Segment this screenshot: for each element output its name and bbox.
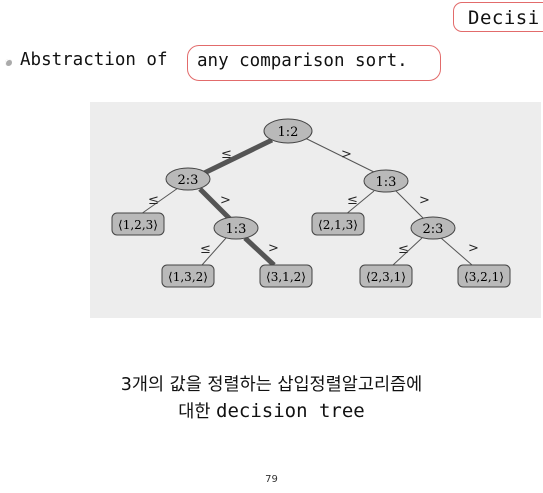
label-le: ≤ [221,147,232,162]
edge-rightright-leaf231 [392,237,423,266]
node-left-label: 2:3 [178,173,199,188]
slide-title-box: Decisi [453,2,543,32]
bullet-icon [5,59,12,66]
label-gt: > [341,147,352,162]
label-gt: > [419,193,430,208]
edge-labels: ≤ > ≤ > ≤ > ≤ > ≤ > [148,147,479,257]
node-right-label: 1:3 [376,175,397,190]
leaf-321: ⟨3,2,1⟩ [457,264,511,288]
leaf-132: ⟨1,3,2⟩ [161,264,215,288]
leaf-213: ⟨2,1,3⟩ [311,212,365,236]
leaf-123: ⟨1,2,3⟩ [111,212,165,236]
edge-root-right [304,137,381,176]
bullet-text: Abstraction of [20,50,168,70]
edge-leftright-leaf312 [243,236,276,267]
caption-line-2-korean: 대한 [178,402,211,422]
bullet-highlight-text: any comparison sort. [197,51,408,71]
node-left: 2:3 [165,167,211,191]
node-left-right: 1:3 [213,216,259,240]
edge-right-leaf213 [344,190,375,216]
node-left-right-label: 1:3 [226,222,247,237]
page-number: 79 [265,474,278,485]
highlight-annotation: any comparison sort. [187,45,441,81]
leaf-213-label: ⟨2,1,3⟩ [318,218,358,232]
caption-line-2: 대한 decision tree [0,398,543,423]
label-le: ≤ [347,193,358,208]
edge-leftright-leaf132 [201,237,227,266]
edge-left-leftright [198,187,233,222]
node-right: 1:3 [363,169,409,193]
leaf-231-label: ⟨2,3,1⟩ [366,270,406,284]
label-le: ≤ [148,193,159,208]
tree-edges [140,137,473,267]
leaf-312-label: ⟨3,1,2⟩ [266,270,306,284]
edge-left-leaf123 [140,187,179,215]
label-gt: > [468,241,479,256]
label-gt: > [268,241,279,256]
node-root-label: 1:2 [278,125,299,140]
node-right-right: 2:3 [410,216,456,240]
leaf-312: ⟨3,1,2⟩ [259,264,313,288]
decision-tree-diagram: ≤ > ≤ > ≤ > ≤ > ≤ > 1:2 2:3 1:3 1:3 [111,118,511,288]
caption-line-2-english: decision tree [216,400,365,422]
label-le: ≤ [200,242,211,257]
node-right-right-label: 2:3 [423,222,444,237]
leaf-132-label: ⟨1,3,2⟩ [168,270,208,284]
caption-line-1: 3개의 값을 정렬하는 삽입정렬알고리즘에 [120,375,423,395]
edge-right-rightright [395,190,426,221]
node-root: 1:2 [263,118,313,144]
leaf-321-label: ⟨3,2,1⟩ [464,270,504,284]
decision-tree-figure: ≤ > ≤ > ≤ > ≤ > ≤ > 1:2 2:3 1:3 1:3 [90,102,541,318]
leaf-231: ⟨2,3,1⟩ [359,264,413,288]
edge-rightright-leaf321 [440,237,473,266]
leaf-123-label: ⟨1,2,3⟩ [118,218,158,232]
edge-root-left [192,137,274,181]
label-le: ≤ [398,242,409,257]
slide-title: Decisi [468,7,540,29]
label-gt: > [220,193,231,208]
bullet-line: Abstraction of [0,50,543,76]
